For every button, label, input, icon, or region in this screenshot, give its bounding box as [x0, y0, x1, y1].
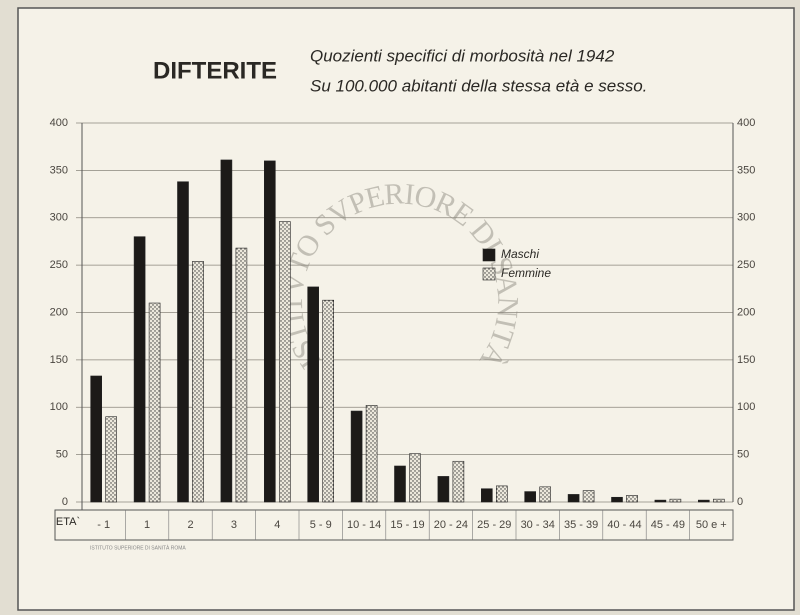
bar: [524, 491, 537, 503]
y2-tick-label: 300: [737, 212, 755, 224]
x-tick-label: 3: [231, 519, 237, 531]
x-tick-label: 2: [187, 519, 193, 531]
bar: [697, 499, 710, 503]
y-tick-label: 150: [50, 354, 68, 366]
y2-tick-label: 250: [737, 259, 755, 271]
legend-label: Maschi: [501, 247, 539, 261]
x-axis-label: ETA`: [56, 516, 80, 528]
y-tick-label: 400: [50, 117, 68, 129]
x-tick-label: 35 - 39: [564, 519, 598, 531]
x-tick-label: 1: [144, 519, 150, 531]
subtitle: Su 100.000 abitanti della stessa età e s…: [310, 76, 647, 95]
bar: [133, 236, 146, 503]
bar: [669, 498, 682, 503]
bar: [90, 375, 102, 503]
bar: [322, 299, 335, 503]
y2-tick-label: 50: [737, 449, 749, 461]
bar: [611, 496, 623, 503]
bar: [278, 221, 291, 503]
y-tick-label: 350: [50, 164, 68, 176]
bar: [105, 416, 117, 503]
x-tick-label: 40 - 44: [607, 519, 641, 531]
bar: [220, 159, 233, 503]
x-tick-label: 25 - 29: [477, 519, 511, 531]
bar: [394, 465, 406, 503]
x-tick-label: - 1: [97, 519, 110, 531]
bar: [263, 160, 276, 503]
y-tick-label: 300: [50, 212, 68, 224]
bar: [192, 261, 204, 503]
bar: [409, 453, 421, 503]
x-tick-label: 50 e +: [696, 519, 727, 531]
legend-label: Femmine: [501, 266, 551, 280]
y2-tick-label: 350: [737, 164, 755, 176]
y-tick-label: 50: [56, 449, 68, 461]
bar: [307, 286, 320, 503]
y-tick-label: 0: [62, 496, 68, 508]
y-tick-label: 200: [50, 306, 68, 318]
footer: ISTITUTO SUPERIORE DI SANITÀ ROMA: [90, 544, 186, 551]
bar: [495, 485, 508, 503]
subtitle: Quozienti specifici di morbosità nel 194…: [310, 46, 615, 65]
bar: [626, 495, 638, 503]
y-tick-label: 250: [50, 259, 68, 271]
y2-tick-label: 150: [737, 354, 755, 366]
legend-swatch: [482, 248, 496, 262]
bar: [437, 476, 450, 503]
legend-swatch: [482, 267, 496, 281]
y2-tick-label: 100: [737, 401, 755, 413]
chart-title: DIFTERITE: [153, 57, 277, 84]
bar: [712, 498, 725, 503]
x-tick-label: 45 - 49: [651, 519, 685, 531]
bar: [452, 460, 465, 503]
bar: [350, 410, 363, 503]
x-tick-label: 5 - 9: [310, 519, 332, 531]
bar: [539, 486, 552, 503]
y-tick-label: 100: [50, 401, 68, 413]
bar: [654, 499, 667, 503]
y2-tick-label: 0: [737, 496, 743, 508]
x-tick-label: 30 - 34: [521, 519, 555, 531]
x-tick-label: 4: [274, 519, 280, 531]
x-tick-label: 20 - 24: [434, 519, 468, 531]
x-tick-label: 10 - 14: [347, 519, 381, 531]
bar: [480, 488, 493, 503]
bar: [365, 405, 378, 503]
y2-tick-label: 400: [737, 117, 755, 129]
x-tick-label: 15 - 19: [390, 519, 424, 531]
bar: [567, 494, 580, 503]
bar: [235, 247, 248, 503]
bar: [177, 181, 189, 503]
bar: [148, 302, 161, 503]
bar: [582, 490, 595, 503]
y2-tick-label: 200: [737, 306, 755, 318]
